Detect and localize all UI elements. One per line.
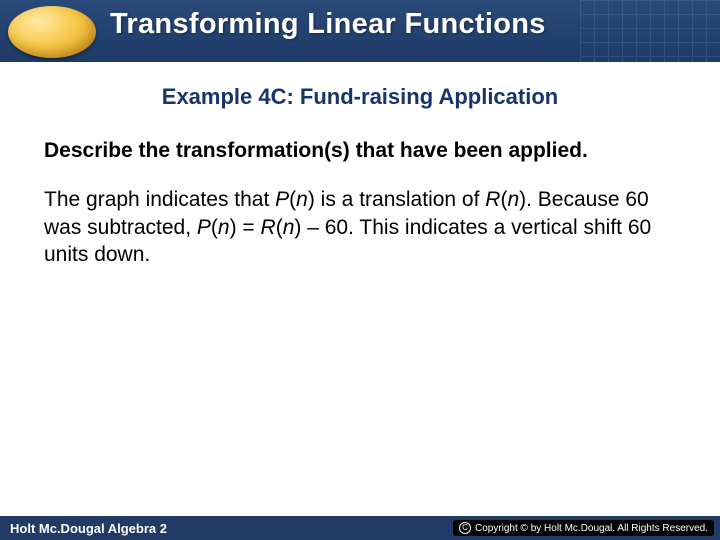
slide-footer: Holt Mc.Dougal Algebra 2 C Copyright © b…: [0, 516, 720, 540]
slide-header: Transforming Linear Functions: [0, 0, 720, 62]
var-r: R: [261, 216, 276, 239]
slide-title: Transforming Linear Functions: [110, 8, 546, 41]
explanation-text: The graph indicates that P(n) is a trans…: [44, 186, 676, 268]
var-p: P: [275, 188, 289, 211]
copyright-icon: C: [459, 522, 471, 534]
copyright-text: Copyright © by Holt Mc.Dougal. All Right…: [475, 523, 708, 534]
header-grid-decoration: [580, 0, 720, 62]
prompt-text: Describe the transformation(s) that have…: [44, 138, 676, 164]
var-p: P: [197, 216, 211, 239]
var-r: R: [485, 188, 500, 211]
slide-body: Example 4C: Fund-raising Application Des…: [0, 62, 720, 516]
var-n: n: [283, 216, 295, 239]
copyright-badge: C Copyright © by Holt Mc.Dougal. All Rig…: [453, 520, 714, 536]
header-oval-icon: [8, 6, 96, 58]
var-n: n: [296, 188, 308, 211]
explain-seg: The graph indicates that: [44, 188, 275, 211]
explain-seg: (: [211, 216, 218, 239]
footer-right: C Copyright © by Holt Mc.Dougal. All Rig…: [453, 520, 714, 536]
footer-left-text: Holt Mc.Dougal Algebra 2: [10, 521, 167, 536]
explain-seg: (: [276, 216, 283, 239]
var-n: n: [507, 188, 519, 211]
example-heading: Example 4C: Fund-raising Application: [44, 84, 676, 110]
explain-seg: ) is a translation of: [308, 188, 485, 211]
var-n: n: [218, 216, 230, 239]
explain-seg: ) =: [230, 216, 261, 239]
